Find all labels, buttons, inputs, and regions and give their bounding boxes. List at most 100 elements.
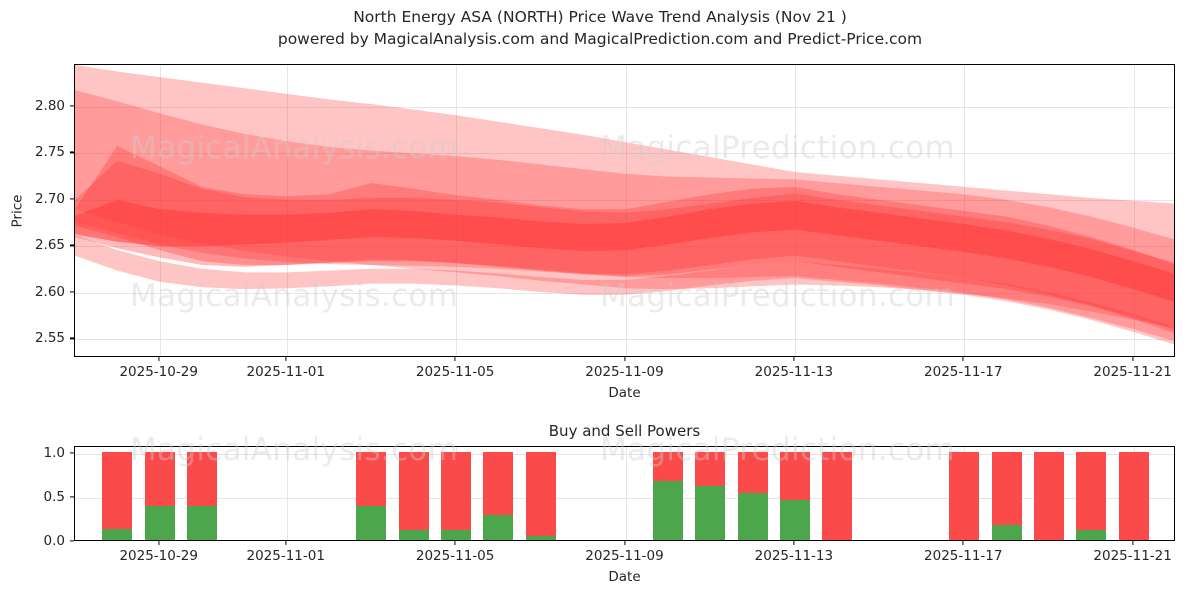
signal-x-tick-label: 2025-10-29 bbox=[119, 548, 198, 564]
signal-bar[interactable] bbox=[187, 452, 218, 540]
signal-gridline bbox=[286, 447, 288, 540]
signal-bar-sell-segment bbox=[1118, 452, 1149, 540]
price-band bbox=[75, 65, 1174, 328]
signal-bar-sell-segment bbox=[949, 452, 980, 540]
price-band bbox=[75, 235, 1174, 345]
signal-bar[interactable] bbox=[991, 452, 1022, 540]
price-x-tick-mark bbox=[793, 357, 795, 361]
signal-bar[interactable] bbox=[525, 452, 556, 540]
signal-gridline bbox=[75, 498, 1174, 500]
signal-bar[interactable] bbox=[822, 452, 853, 540]
signal-x-tick-label: 2025-11-17 bbox=[924, 548, 1003, 564]
price-y-tick-label: 2.60 bbox=[34, 283, 65, 300]
signal-bar-sell-segment bbox=[102, 452, 133, 530]
price-gridline bbox=[75, 153, 1174, 155]
chart-subtitle: powered by MagicalAnalysis.com and Magic… bbox=[277, 30, 923, 48]
signal-bar-sell-segment bbox=[144, 452, 175, 506]
signal-bar[interactable] bbox=[398, 452, 429, 540]
signal-bar[interactable] bbox=[1118, 452, 1149, 540]
price-y-tick-mark bbox=[70, 244, 74, 246]
signal-bar[interactable] bbox=[483, 452, 514, 540]
price-x-tick-label: 2025-11-13 bbox=[754, 364, 834, 380]
signal-bar-sell-segment bbox=[441, 452, 472, 531]
price-y-tick-mark bbox=[70, 337, 74, 339]
signal-bar-sell-segment bbox=[652, 452, 683, 482]
signal-bar[interactable] bbox=[1076, 452, 1107, 540]
price-x-tick-mark bbox=[623, 357, 626, 361]
price-band bbox=[75, 199, 1174, 302]
price-gridline bbox=[286, 65, 288, 356]
signal-bar-buy-segment bbox=[102, 529, 133, 540]
price-chart-panel: Price Date 2.55 2.60 2.65 2.70 2.75 2.80 2025-… bbox=[10, 64, 1175, 401]
signal-bar-buy-segment bbox=[441, 530, 472, 540]
signal-x-tick-mark bbox=[285, 541, 287, 545]
signal-bar-buy-segment bbox=[652, 481, 683, 540]
price-x-tick-label: 2025-11-09 bbox=[585, 364, 664, 380]
price-gridline bbox=[964, 65, 966, 356]
price-x-axis-label: Date bbox=[608, 385, 641, 401]
price-gridline bbox=[75, 292, 1174, 294]
signal-x-tick-mark bbox=[793, 541, 795, 545]
price-gridline bbox=[1133, 65, 1135, 356]
signal-panel-title: Buy and Sell Powers bbox=[548, 422, 701, 440]
signal-x-tick-mark bbox=[1132, 541, 1134, 545]
signal-bar-buy-segment bbox=[356, 505, 387, 540]
price-y-tick-mark bbox=[70, 198, 74, 200]
chart-title: North Energy ASA (NORTH) Price Wave Tren… bbox=[353, 8, 847, 26]
price-x-tick-label: 2025-11-05 bbox=[415, 364, 495, 380]
signal-bar[interactable] bbox=[652, 452, 683, 540]
price-y-tick-mark bbox=[70, 151, 74, 153]
signal-bar[interactable] bbox=[737, 452, 768, 540]
price-gridline bbox=[625, 65, 627, 356]
price-x-tick-label: 2025-11-17 bbox=[924, 364, 1003, 380]
price-x-tick-label: 2025-11-01 bbox=[246, 364, 325, 380]
signal-y-tick-mark bbox=[70, 496, 74, 498]
price-y-axis-label: Price bbox=[9, 194, 26, 227]
signal-bar-sell-segment bbox=[1033, 452, 1064, 540]
signal-bar[interactable] bbox=[695, 452, 726, 540]
signal-y-tick-label: 0.5 bbox=[43, 489, 65, 506]
signal-bar-buy-segment bbox=[991, 525, 1022, 540]
signal-bar[interactable] bbox=[102, 452, 133, 540]
signal-bar-buy-segment bbox=[398, 530, 429, 540]
signal-bar[interactable] bbox=[144, 452, 175, 540]
price-x-tick-mark bbox=[1132, 357, 1134, 361]
price-x-tick-mark bbox=[962, 357, 964, 361]
price-y-tick-label: 2.70 bbox=[34, 190, 65, 207]
price-y-tick-label: 2.55 bbox=[34, 330, 65, 347]
signal-bar[interactable] bbox=[949, 452, 980, 540]
signal-bar-sell-segment bbox=[991, 452, 1022, 526]
signal-bar-sell-segment bbox=[187, 452, 218, 506]
signal-gridline bbox=[75, 454, 1174, 456]
price-x-tick-mark bbox=[285, 357, 287, 361]
signal-x-tick-mark bbox=[623, 541, 626, 545]
signal-bar-buy-segment bbox=[187, 505, 218, 540]
signal-bar-sell-segment bbox=[822, 452, 853, 540]
signal-x-tick-label: 2025-11-05 bbox=[415, 548, 495, 564]
signal-bar[interactable] bbox=[1033, 452, 1064, 540]
signal-bar-sell-segment bbox=[737, 452, 768, 493]
signal-y-tick-mark bbox=[70, 452, 74, 454]
price-gridline bbox=[75, 199, 1174, 201]
signal-bar-buy-segment bbox=[695, 486, 726, 540]
signal-bar[interactable] bbox=[441, 452, 472, 540]
signal-y-tick-label: 1.0 bbox=[43, 445, 65, 462]
signal-bar-sell-segment bbox=[398, 452, 429, 531]
signal-bar[interactable] bbox=[356, 452, 387, 540]
signal-bar[interactable] bbox=[779, 452, 810, 540]
signal-x-tick-mark bbox=[962, 541, 964, 545]
price-wave-bands bbox=[75, 65, 1174, 345]
signal-x-tick-label: 2025-11-21 bbox=[1093, 548, 1172, 564]
signal-bar-sell-segment bbox=[779, 452, 810, 501]
price-plot-area bbox=[74, 64, 1175, 357]
signal-x-tick-label: 2025-11-01 bbox=[246, 548, 325, 564]
signal-plot-area bbox=[74, 446, 1175, 541]
signal-bar-buy-segment bbox=[737, 492, 768, 540]
signal-bar-sell-segment bbox=[1076, 452, 1107, 531]
price-x-tick-label: 2025-10-29 bbox=[119, 364, 198, 380]
signal-x-tick-mark bbox=[454, 541, 456, 545]
price-band bbox=[75, 90, 1174, 341]
price-y-tick-label: 2.75 bbox=[34, 144, 65, 161]
price-y-tick-label: 2.80 bbox=[34, 97, 65, 114]
price-gridline bbox=[75, 106, 1174, 108]
